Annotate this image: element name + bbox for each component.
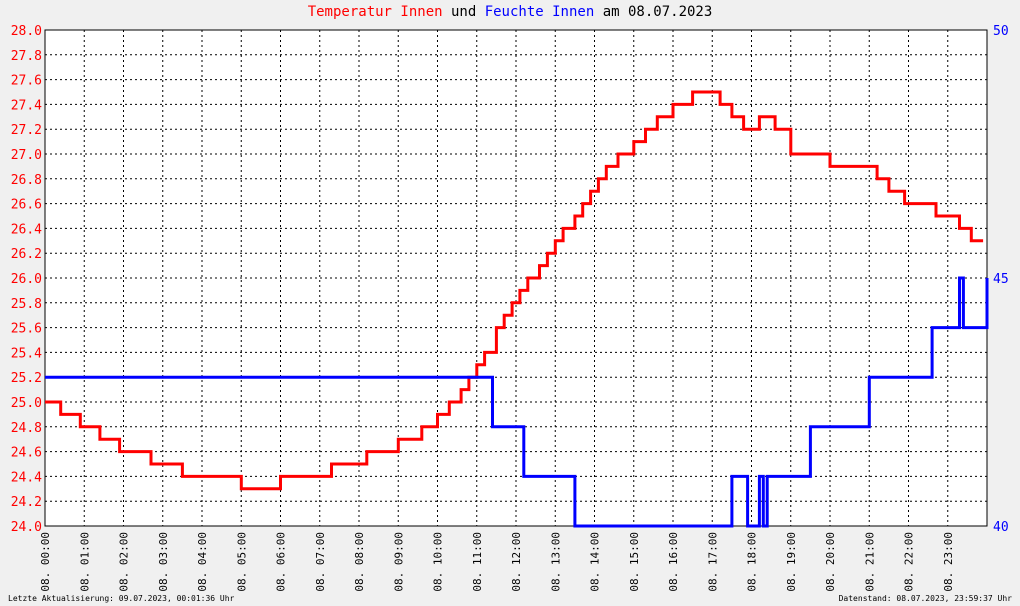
x-tick-label: 08. 04:00 [196, 532, 209, 592]
x-tick-label: 08. 06:00 [275, 532, 288, 592]
left-tick-label: 27.0 [11, 148, 42, 163]
x-tick-label: 08. 20:00 [824, 532, 837, 592]
temperature-series-line [45, 90, 984, 491]
x-axis-ticks: 08. 00:00 08. 01:00 08. 02:00 08. 03:00 08. … [39, 532, 955, 592]
right-axis-ticks: 40 45 50 [993, 24, 1009, 535]
x-tick-label: 08. 05:00 [235, 532, 248, 592]
chart-title: Temperatur Innen und Feuchte Innen am 08… [0, 4, 1020, 20]
left-tick-label: 24.0 [11, 520, 42, 535]
chart-svg: 24.0 24.2 24.4 24.6 24.8 25.0 25.2 25.4 25.6 25.8… [11, 24, 1009, 592]
left-tick-label: 26.4 [11, 222, 42, 237]
x-tick-label: 08. 21:00 [863, 532, 876, 592]
humidity-series-line [45, 276, 989, 528]
left-tick-label: 26.0 [11, 272, 42, 287]
left-tick-label: 25.4 [11, 346, 42, 361]
left-tick-label: 24.6 [11, 446, 42, 461]
x-tick-label: 08. 14:00 [589, 532, 602, 592]
x-tick-label: 08. 11:00 [471, 532, 484, 592]
title-humidity-label: Feuchte Innen [484, 4, 595, 20]
left-tick-label: 26.8 [11, 173, 42, 188]
x-tick-label: 08. 09:00 [392, 532, 405, 592]
title-connector: und [442, 4, 485, 20]
x-tick-label: 08. 19:00 [785, 532, 798, 592]
x-tick-label: 08. 15:00 [628, 532, 641, 592]
x-tick-label: 08. 13:00 [549, 532, 562, 592]
title-date: am 08.07.2023 [594, 4, 713, 20]
x-tick-label: 08. 12:00 [510, 532, 523, 592]
x-tick-label: 08. 01:00 [78, 532, 91, 592]
x-tick-label: 08. 07:00 [314, 532, 327, 592]
left-tick-label: 27.4 [11, 98, 42, 113]
right-tick-label: 45 [993, 272, 1009, 287]
left-tick-label: 25.0 [11, 396, 42, 411]
x-tick-label: 08. 18:00 [746, 532, 759, 592]
left-tick-label: 28.0 [11, 24, 42, 39]
left-tick-label: 27.6 [11, 74, 42, 89]
x-tick-label: 08. 10:00 [432, 532, 445, 592]
left-tick-label: 27.8 [11, 49, 42, 64]
left-tick-label: 24.2 [11, 495, 42, 510]
left-axis-ticks: 24.0 24.2 24.4 24.6 24.8 25.0 25.2 25.4 25.6 25.8… [11, 24, 42, 535]
left-tick-label: 26.6 [11, 198, 42, 213]
data-status-text: Datenstand: 08.07.2023, 23:59:37 Uhr [838, 594, 1012, 603]
x-tick-label: 08. 03:00 [157, 532, 170, 592]
left-tick-label: 26.2 [11, 247, 42, 262]
last-update-text: Letzte Aktualisierung: 09.07.2023, 00:01… [8, 594, 235, 603]
title-temperature-label: Temperatur Innen [307, 4, 443, 20]
left-tick-label: 24.8 [11, 421, 42, 436]
left-tick-label: 25.2 [11, 371, 42, 386]
left-tick-label: 24.4 [11, 470, 42, 485]
x-tick-label: 08. 02:00 [118, 532, 131, 592]
right-tick-label: 40 [993, 520, 1009, 535]
x-tick-label: 08. 08:00 [353, 532, 366, 592]
right-tick-label: 50 [993, 24, 1009, 39]
x-tick-label: 08. 23:00 [942, 532, 955, 592]
left-tick-label: 25.8 [11, 297, 42, 312]
x-tick-label: 08. 22:00 [903, 532, 916, 592]
x-tick-label: 08. 16:00 [667, 532, 680, 592]
left-tick-label: 27.2 [11, 123, 42, 138]
series-layer [45, 90, 989, 528]
left-tick-label: 25.6 [11, 322, 42, 337]
x-tick-label: 08. 17:00 [706, 532, 719, 592]
x-tick-label: 08. 00:00 [39, 532, 52, 592]
grid-lines [45, 30, 987, 526]
